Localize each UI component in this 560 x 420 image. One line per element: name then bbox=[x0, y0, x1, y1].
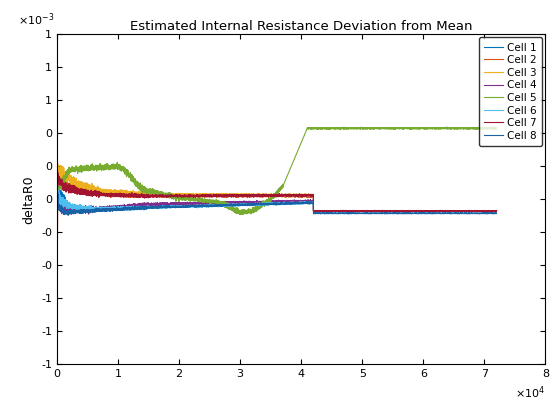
Cell 6 bbox=[54, 189, 60, 194]
Cell 7 bbox=[469, 208, 476, 213]
Cell 2 bbox=[54, 167, 60, 172]
Cell 4 bbox=[375, 208, 382, 213]
Cell 6 bbox=[493, 208, 500, 213]
Cell 1 bbox=[375, 208, 382, 213]
Line: Cell 5: Cell 5 bbox=[57, 127, 497, 215]
Cell 4 bbox=[54, 194, 60, 199]
Cell 3 bbox=[262, 192, 268, 197]
Cell 7 bbox=[54, 172, 60, 177]
Cell 5 bbox=[358, 124, 365, 129]
Cell 6 bbox=[90, 210, 96, 215]
Cell 8 bbox=[375, 211, 382, 216]
Cell 1 bbox=[493, 208, 500, 213]
Cell 3 bbox=[375, 208, 382, 213]
Cell 2 bbox=[262, 193, 268, 198]
Cell 2 bbox=[469, 208, 476, 213]
Cell 2 bbox=[375, 208, 382, 213]
Cell 3 bbox=[54, 165, 60, 171]
Line: Cell 2: Cell 2 bbox=[57, 170, 497, 282]
Cell 5 bbox=[54, 194, 60, 199]
Cell 6 bbox=[375, 208, 382, 213]
Line: Cell 1: Cell 1 bbox=[57, 149, 497, 213]
Cell 1 bbox=[79, 210, 86, 215]
Cell 4 bbox=[475, 208, 482, 213]
Cell 1 bbox=[475, 208, 482, 213]
Cell 3 bbox=[475, 208, 482, 213]
Cell 3 bbox=[54, 162, 61, 167]
Cell 8 bbox=[262, 202, 268, 207]
Line: Cell 7: Cell 7 bbox=[57, 172, 497, 211]
Cell 7 bbox=[203, 192, 210, 197]
Cell 8 bbox=[54, 184, 60, 189]
Cell 4 bbox=[469, 208, 476, 213]
Cell 5 bbox=[262, 202, 268, 207]
Cell 6 bbox=[475, 209, 482, 214]
Cell 2 bbox=[54, 279, 60, 284]
Cell 5 bbox=[203, 200, 209, 205]
Y-axis label: deltaR0: deltaR0 bbox=[22, 175, 36, 223]
Cell 4 bbox=[388, 208, 394, 213]
Cell 6 bbox=[388, 208, 394, 213]
Cell 1 bbox=[262, 200, 268, 205]
Cell 5 bbox=[469, 126, 476, 131]
Cell 5 bbox=[237, 212, 244, 217]
Cell 8 bbox=[493, 211, 500, 216]
Line: Cell 4: Cell 4 bbox=[57, 196, 497, 215]
Cell 4 bbox=[203, 201, 210, 206]
Cell 6 bbox=[203, 203, 210, 208]
Cell 3 bbox=[388, 209, 394, 214]
Cell 1 bbox=[54, 147, 60, 152]
Cell 4 bbox=[66, 212, 72, 217]
Cell 2 bbox=[203, 194, 210, 200]
Cell 6 bbox=[262, 201, 268, 206]
Cell 8 bbox=[65, 213, 72, 218]
Cell 7 bbox=[262, 193, 268, 198]
Cell 8 bbox=[475, 210, 482, 215]
Cell 3 bbox=[365, 209, 372, 214]
Cell 7 bbox=[493, 208, 500, 213]
Line: Cell 8: Cell 8 bbox=[57, 186, 497, 215]
Cell 7 bbox=[475, 208, 482, 213]
Cell 7 bbox=[375, 208, 382, 213]
Cell 8 bbox=[469, 211, 476, 216]
Cell 4 bbox=[262, 200, 268, 205]
Cell 1 bbox=[388, 208, 394, 213]
Line: Cell 6: Cell 6 bbox=[57, 189, 497, 213]
Cell 3 bbox=[469, 208, 476, 213]
Cell 4 bbox=[493, 208, 500, 213]
Cell 7 bbox=[54, 170, 61, 175]
Cell 1 bbox=[54, 146, 60, 151]
Cell 3 bbox=[493, 208, 500, 213]
Cell 2 bbox=[388, 208, 394, 213]
Cell 1 bbox=[203, 203, 210, 208]
Cell 5 bbox=[375, 126, 382, 131]
Cell 3 bbox=[203, 192, 210, 197]
Cell 1 bbox=[469, 208, 476, 213]
Cell 5 bbox=[493, 126, 500, 131]
Cell 6 bbox=[54, 186, 60, 192]
Cell 5 bbox=[475, 126, 482, 131]
Cell 6 bbox=[469, 208, 476, 213]
Cell 8 bbox=[203, 203, 210, 208]
Cell 7 bbox=[388, 208, 394, 213]
Title: Estimated Internal Resistance Deviation from Mean: Estimated Internal Resistance Deviation … bbox=[130, 20, 473, 33]
Cell 5 bbox=[388, 126, 394, 131]
Cell 2 bbox=[475, 208, 482, 213]
Text: $\times 10^{-3}$: $\times 10^{-3}$ bbox=[18, 11, 54, 28]
Cell 2 bbox=[493, 208, 500, 213]
Line: Cell 3: Cell 3 bbox=[57, 165, 497, 212]
Cell 8 bbox=[388, 211, 394, 216]
Cell 7 bbox=[428, 209, 435, 214]
Text: $\times 10^{4}$: $\times 10^{4}$ bbox=[515, 384, 545, 401]
Cell 4 bbox=[54, 193, 60, 198]
Legend: Cell 1, Cell 2, Cell 3, Cell 4, Cell 5, Cell 6, Cell 7, Cell 8: Cell 1, Cell 2, Cell 3, Cell 4, Cell 5, … bbox=[479, 37, 542, 146]
